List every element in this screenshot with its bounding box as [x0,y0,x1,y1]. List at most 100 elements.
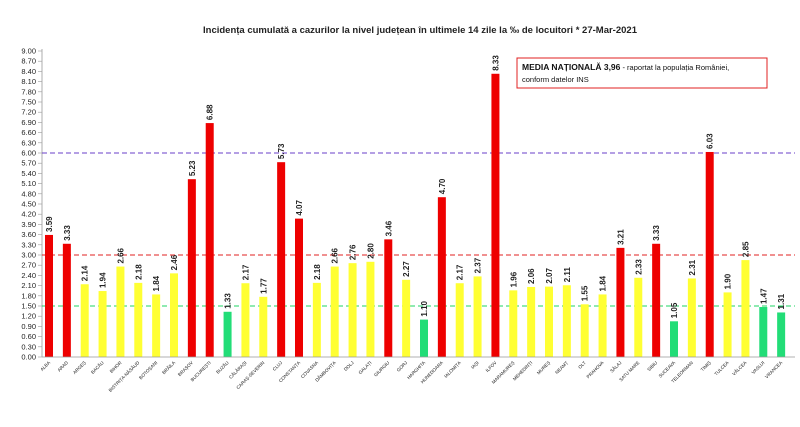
bar [562,285,571,357]
value-label: 1.94 [99,272,108,288]
annotation-box [516,57,768,89]
value-label: 2.18 [313,264,322,280]
y-tick-label: 5.10 [21,179,36,188]
bar [545,286,553,357]
bar [45,234,53,357]
x-tick-label: GALAȚI [358,360,373,375]
x-tick-label: MUREȘ [536,360,551,375]
bar [455,283,464,357]
bar [116,266,125,357]
y-tick-label: 1.50 [21,302,36,311]
x-tick-label: DOLJ [343,360,355,372]
value-label: 2.06 [527,268,536,284]
value-label: 1.31 [777,293,786,309]
x-tick-label: SIBIU [646,360,658,372]
bar [402,279,411,357]
value-label: 6.03 [706,133,715,149]
y-tick-label: 6.60 [21,128,36,137]
value-label: 3.46 [384,220,393,236]
y-tick-label: 4.50 [21,200,36,209]
x-tick-label: PRAHOVA [586,360,606,380]
y-tick-label: 2.70 [21,261,36,270]
y-tick-label: 6.90 [21,118,36,127]
value-label: 1.05 [670,302,679,318]
bar [62,243,71,357]
bar [473,276,482,357]
value-label: 4.70 [438,178,447,194]
y-tick-label: 0.60 [21,332,36,341]
value-label: 1.84 [152,275,161,291]
bar [80,284,89,357]
x-tick-label: BUZĂU [215,359,230,374]
x-tick-label: ILFOV [485,360,499,374]
bars: 3.59 3.33 2.14 1.94 2.66 2.18 1.84 2.46 5.23 6.88… [45,55,786,357]
y-tick-label: 8.70 [21,57,36,66]
value-label: 6.88 [206,104,215,120]
x-tick-label: CLUJ [272,360,284,372]
bar [384,239,393,357]
value-label: 2.27 [402,261,411,277]
chart-title: Incidența cumulată a cazurilor la nivel … [203,25,638,36]
bar [741,260,750,357]
y-tick-label: 1.20 [21,312,36,321]
value-label: 2.76 [349,244,358,260]
x-tick-label: IALOMIȚA [443,360,462,379]
y-tick-label: 0.90 [21,322,36,331]
value-label: 1.96 [509,271,518,287]
bar [223,311,232,357]
x-tick-label: VÂLCEA [731,359,749,377]
y-tick-label: 2.40 [21,271,36,280]
value-label: 2.66 [116,247,125,263]
value-label: 1.90 [724,273,733,289]
value-label: 3.21 [616,229,625,245]
y-tick-label: 0.00 [21,353,36,362]
value-label: 2.17 [456,264,465,280]
bar [527,286,536,357]
y-tick-label: 8.10 [21,77,36,86]
bar [259,296,268,357]
x-tick-label: BIHOR [109,360,123,374]
x-tick-label: VASLUI [751,360,766,375]
x-tick-label: BRĂILA [160,359,176,375]
y-tick-label: 2.10 [21,281,36,290]
value-label: 1.55 [581,285,590,301]
x-tick-label: SĂLAJ [608,359,622,373]
y-tick-label: 8.40 [21,67,36,76]
bar [437,197,446,357]
bar [330,266,339,357]
value-label: 2.31 [688,259,697,275]
value-label: 2.80 [366,243,375,259]
x-tick-label: GIURGIU [373,360,390,377]
value-label: 2.66 [331,247,340,263]
bar [759,307,768,357]
y-tick-label: 3.30 [21,240,36,249]
y-tick-label: 3.60 [21,230,36,239]
bar [366,261,375,357]
bar [187,179,196,357]
threshold-lines [42,152,795,307]
x-tick-label: OLT [577,360,587,370]
value-label: 2.14 [81,265,90,281]
y-tick-label: 0.30 [21,342,36,351]
bar [616,247,625,357]
bar [277,162,286,357]
x-tick-label: GORJ [396,360,409,373]
annotation-line2: conform datelor INS [522,75,589,84]
bar [687,278,696,357]
bar [152,294,161,357]
value-label: 3.33 [652,225,661,241]
bar [312,282,321,357]
value-label: 2.07 [545,267,554,283]
bar [295,218,303,357]
value-label: 1.77 [259,278,268,294]
value-label: 2.85 [741,241,750,257]
y-tick-label: 6.00 [21,149,36,158]
x-tick-label: BACĂU [89,359,104,374]
bar [491,73,500,357]
bar [134,282,143,357]
x-axis: ALBA ARAD ARGEȘ BACĂU BIHORBISTRIȚA-NĂSĂUDBO… [39,356,795,393]
y-tick-label: 1.80 [21,291,36,300]
x-tick-label: TIMIȘ [700,360,712,372]
value-label: 1.47 [759,288,768,304]
